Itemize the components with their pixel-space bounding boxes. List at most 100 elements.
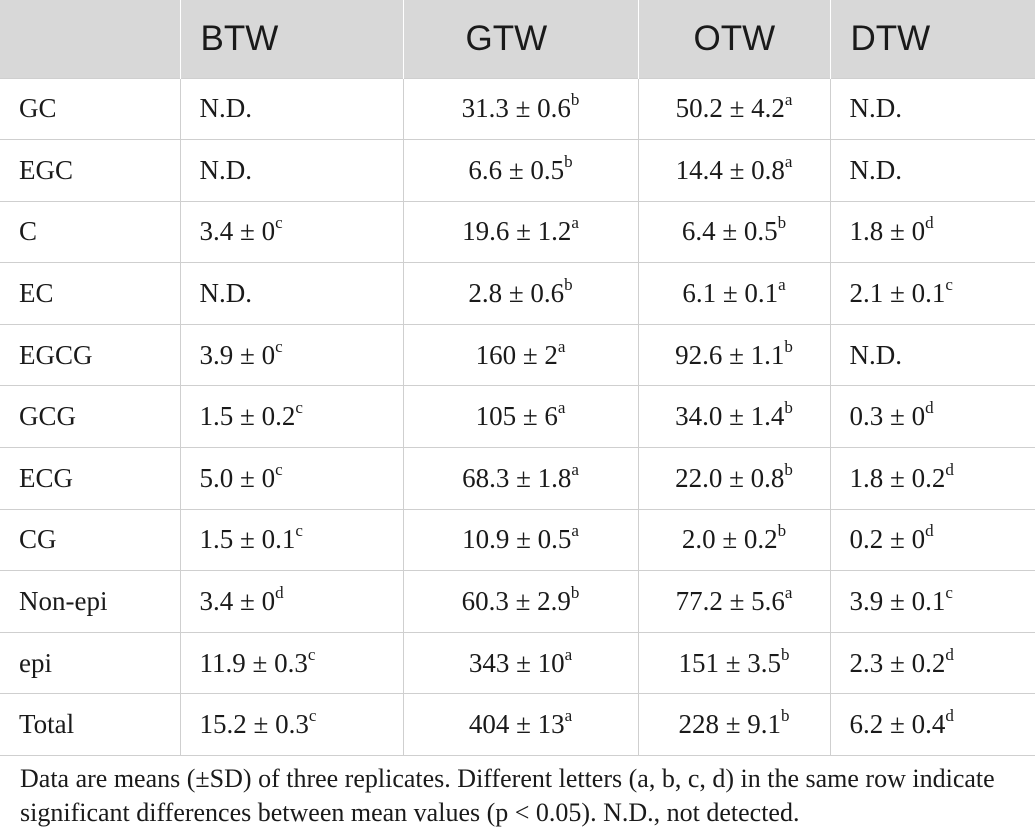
cell-value: 68.3 ± 1.8	[462, 462, 572, 493]
significance-letter: a	[571, 521, 579, 541]
significance-letter: b	[564, 151, 573, 171]
table-cell: 1.5 ± 0.1c	[179, 508, 403, 571]
table-cell: 2.8 ± 0.6b	[402, 262, 638, 325]
significance-letter: a	[571, 459, 579, 479]
table-row: epi 11.9 ± 0.3c 343 ± 10a 151 ± 3.5b 2.3 ± 0…	[0, 631, 1035, 694]
significance-letter: a	[778, 275, 786, 295]
significance-letter: b	[777, 213, 787, 233]
table-cell: N.D.	[829, 77, 1035, 140]
cell-value: N.D.	[199, 154, 253, 185]
table-cell: 15.2 ± 0.3c	[179, 693, 403, 757]
table-cell: 1.8 ± 0d	[829, 200, 1035, 263]
row-label: EGC	[0, 139, 180, 202]
table-cell: 0.2 ± 0d	[829, 508, 1035, 571]
significance-letter: c	[295, 521, 303, 541]
table-cell: 3.9 ± 0.1c	[829, 570, 1035, 633]
cell-value: 160 ± 2	[475, 339, 558, 370]
catechin-table: BTW GTW OTW DTW GC N.D. 31.3 ± 0.6b 50.2 ± …	[0, 0, 1035, 757]
row-label: GCG	[0, 385, 180, 448]
cell-value: 3.9 ± 0.1	[849, 586, 946, 617]
table-cell: 34.0 ± 1.4b	[637, 385, 830, 448]
table-cell: 0.3 ± 0d	[829, 385, 1035, 448]
header-cell-dtw: DTW	[829, 0, 1035, 78]
significance-letter: c	[945, 583, 953, 603]
table-cell: 2.0 ± 0.2b	[637, 508, 830, 571]
cell-value: N.D.	[849, 154, 903, 185]
cell-value: 105 ± 6	[475, 401, 558, 432]
cell-value: 6.4 ± 0.5	[681, 216, 778, 247]
cell-value: 1.8 ± 0	[849, 216, 926, 247]
significance-letter: b	[570, 583, 580, 603]
cell-value: 15.2 ± 0.3	[199, 709, 309, 740]
table-row: ECG 5.0 ± 0c 68.3 ± 1.8a 22.0 ± 0.8b 1.8 ± 0…	[0, 447, 1035, 510]
table-cell: 14.4 ± 0.8a	[637, 139, 830, 202]
significance-letter: a	[564, 706, 573, 726]
table-cell: 5.0 ± 0c	[179, 447, 403, 510]
row-label: EGCG	[0, 323, 180, 386]
cell-value: 6.1 ± 0.1	[682, 278, 779, 309]
table-row: EGC N.D. 6.6 ± 0.5b 14.4 ± 0.8a N.D.	[0, 139, 1035, 202]
significance-letter: b	[781, 706, 790, 726]
table-cell: 31.3 ± 0.6b	[402, 77, 638, 140]
cell-value: 14.4 ± 0.8	[675, 154, 785, 185]
header-cell-otw: OTW	[637, 0, 830, 78]
cell-value: 0.2 ± 0	[849, 524, 926, 555]
table-cell: 60.3 ± 2.9b	[402, 570, 638, 633]
cell-value: 1.8 ± 0.2	[849, 462, 946, 493]
table-cell: 404 ± 13a	[402, 693, 638, 757]
significance-letter: c	[275, 336, 283, 356]
table-cell: 68.3 ± 1.8a	[402, 447, 638, 510]
cell-value: 3.9 ± 0	[199, 339, 276, 370]
table-row: Non-epi 3.4 ± 0d 60.3 ± 2.9b 77.2 ± 5.6a 3.9…	[0, 570, 1035, 633]
table-cell: 6.1 ± 0.1a	[637, 262, 830, 325]
significance-letter: d	[945, 706, 954, 726]
cell-value: 343 ± 10	[468, 647, 565, 678]
cell-value: 77.2 ± 5.6	[675, 586, 785, 617]
table-row: GC N.D. 31.3 ± 0.6b 50.2 ± 4.2a N.D.	[0, 77, 1035, 140]
table-cell: 11.9 ± 0.3c	[179, 631, 403, 694]
table-cell: 77.2 ± 5.6a	[637, 570, 830, 633]
table-cell: 6.6 ± 0.5b	[402, 139, 638, 202]
row-label: CG	[0, 508, 180, 571]
significance-letter: a	[564, 644, 573, 664]
table-cell: 1.5 ± 0.2c	[179, 385, 403, 448]
row-label: ECG	[0, 447, 180, 510]
significance-letter: b	[784, 336, 793, 356]
row-label: Total	[0, 693, 180, 757]
table-cell: N.D.	[179, 262, 403, 325]
significance-letter: c	[307, 644, 316, 664]
significance-letter: b	[781, 644, 790, 664]
significance-letter: d	[925, 398, 934, 418]
row-label: Non-epi	[0, 570, 180, 633]
table-cell: 2.3 ± 0.2d	[829, 631, 1035, 694]
header-cell-btw: BTW	[179, 0, 403, 78]
significance-letter: b	[784, 459, 793, 479]
significance-letter: c	[295, 398, 303, 418]
cell-value: N.D.	[199, 93, 253, 124]
cell-value: 5.0 ± 0	[199, 462, 276, 493]
table-cell: 10.9 ± 0.5a	[402, 508, 638, 571]
significance-letter: a	[784, 90, 793, 110]
significance-letter: c	[275, 213, 283, 233]
cell-value: 3.4 ± 0	[199, 586, 276, 617]
cell-value: 50.2 ± 4.2	[675, 93, 785, 124]
cell-value: 31.3 ± 0.6	[461, 93, 571, 124]
table-row: EC N.D. 2.8 ± 0.6b 6.1 ± 0.1a 2.1 ± 0.1c	[0, 262, 1035, 325]
table-cell: 22.0 ± 0.8b	[637, 447, 830, 510]
table-cell: 1.8 ± 0.2d	[829, 447, 1035, 510]
significance-letter: c	[945, 275, 953, 295]
cell-value: 151 ± 3.5	[678, 647, 782, 678]
significance-letter: b	[777, 521, 787, 541]
cell-value: 6.2 ± 0.4	[849, 709, 946, 740]
table-body: GC N.D. 31.3 ± 0.6b 50.2 ± 4.2a N.D. EGC N.D. 6…	[0, 77, 1035, 757]
significance-letter: d	[945, 644, 954, 664]
table-cell: 6.2 ± 0.4d	[829, 693, 1035, 757]
table-cell: 3.4 ± 0c	[179, 200, 403, 263]
significance-letter: a	[784, 583, 793, 603]
table-cell: 3.4 ± 0d	[179, 570, 403, 633]
table-cell: 19.6 ± 1.2a	[402, 200, 638, 263]
significance-letter: c	[308, 706, 317, 726]
table-cell: N.D.	[179, 77, 403, 140]
table-cell: 343 ± 10a	[402, 631, 638, 694]
table-cell: 6.4 ± 0.5b	[637, 200, 830, 263]
